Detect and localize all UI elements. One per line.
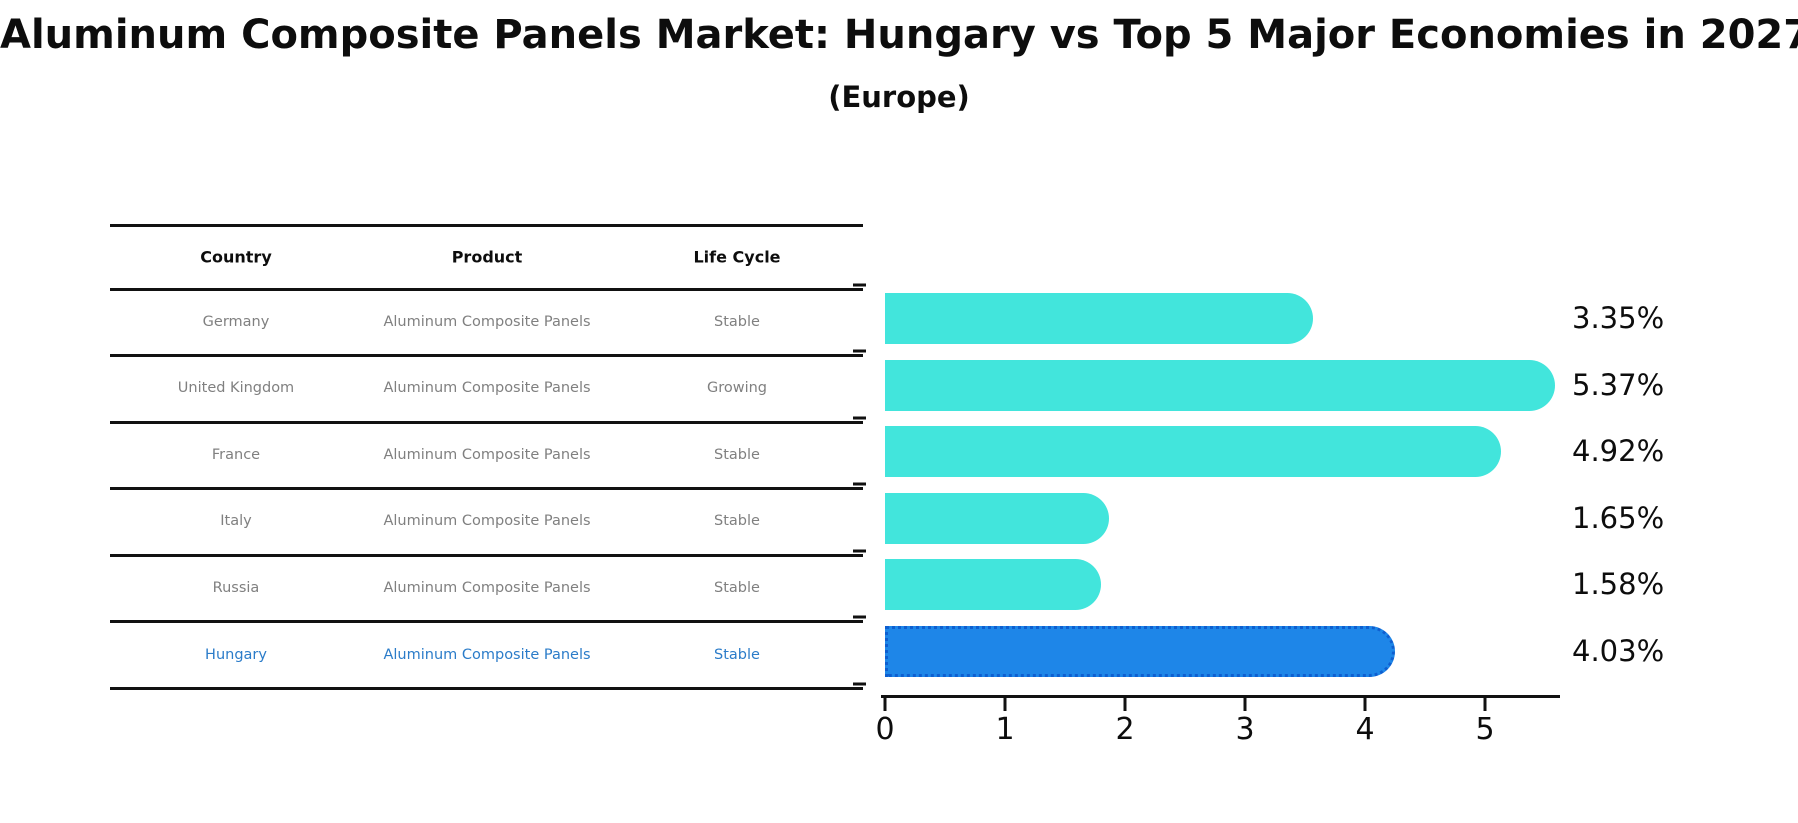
page-subtitle: (Europe) xyxy=(828,80,970,114)
table-rule xyxy=(110,619,863,623)
x-axis-tick-label: 3 xyxy=(1235,712,1255,747)
bar-value-label: 5.37% xyxy=(1572,368,1665,402)
y-axis-tick xyxy=(853,682,866,686)
y-axis-tick xyxy=(853,549,866,553)
bar-italy xyxy=(885,492,1109,544)
x-axis-tick xyxy=(1363,698,1367,711)
y-axis-tick xyxy=(853,615,866,619)
table-rule xyxy=(110,287,863,291)
table-rule xyxy=(110,353,863,357)
x-axis-tick xyxy=(1003,698,1007,711)
table-rule xyxy=(110,553,863,557)
page-title: Aluminum Composite Panels Market: Hungar… xyxy=(0,12,1798,58)
table-cell-life_cycle: Stable xyxy=(714,314,760,330)
table-cell-life_cycle: Stable xyxy=(714,580,760,596)
table-cell-life_cycle: Stable xyxy=(714,447,760,463)
table-cell-life_cycle: Stable xyxy=(714,647,760,663)
bar-russia xyxy=(885,558,1101,610)
bar-germany xyxy=(885,292,1313,344)
table-cell-product: Aluminum Composite Panels xyxy=(383,580,591,596)
table-cell-country: France xyxy=(211,447,261,463)
table-cell-country: Germany xyxy=(202,314,270,330)
y-axis-tick xyxy=(853,416,866,420)
table-header-product: Product xyxy=(451,247,523,267)
bar-value-label: 1.58% xyxy=(1572,567,1665,601)
table-header-country: Country xyxy=(200,247,272,267)
x-axis-tick-label: 0 xyxy=(875,712,895,747)
x-axis-tick xyxy=(1243,698,1247,711)
x-axis-tick-label: 5 xyxy=(1475,712,1495,747)
table-rule xyxy=(110,486,863,490)
bar-united-kingdom xyxy=(885,359,1556,411)
bar-value-label: 1.65% xyxy=(1572,501,1665,535)
table-header-life-cycle: Life Cycle xyxy=(693,247,781,267)
table-rule xyxy=(110,223,863,227)
table-cell-product: Aluminum Composite Panels xyxy=(383,447,591,463)
bar-hungary-highlighted xyxy=(885,625,1395,677)
y-axis-tick xyxy=(853,349,866,353)
table-cell-life_cycle: Stable xyxy=(714,513,760,529)
bar-france xyxy=(885,425,1502,477)
table-cell-product: Aluminum Composite Panels xyxy=(383,647,591,663)
table-cell-product: Aluminum Composite Panels xyxy=(383,513,591,529)
y-axis-tick xyxy=(853,283,866,287)
table-cell-product: Aluminum Composite Panels xyxy=(383,314,591,330)
y-axis-tick xyxy=(853,482,866,486)
x-axis-tick-label: 1 xyxy=(995,712,1015,747)
x-axis-tick xyxy=(1123,698,1127,711)
table-cell-country: Italy xyxy=(220,513,252,529)
table-cell-country: Russia xyxy=(212,580,260,596)
table-cell-life_cycle: Growing xyxy=(706,380,768,396)
x-axis-tick-label: 4 xyxy=(1355,712,1375,747)
x-axis-line xyxy=(881,695,1560,698)
x-axis-tick xyxy=(1483,698,1487,711)
table-cell-country: United Kingdom xyxy=(177,380,295,396)
x-axis-tick-label: 2 xyxy=(1115,712,1135,747)
bar-value-label: 4.92% xyxy=(1572,434,1665,468)
x-axis-tick xyxy=(883,698,887,711)
table-rule xyxy=(110,420,863,424)
bar-value-label: 4.03% xyxy=(1572,634,1665,668)
table-cell-product: Aluminum Composite Panels xyxy=(383,380,591,396)
table-rule xyxy=(110,686,863,690)
table-cell-country: Hungary xyxy=(205,647,267,663)
bar-value-label: 3.35% xyxy=(1572,301,1665,335)
